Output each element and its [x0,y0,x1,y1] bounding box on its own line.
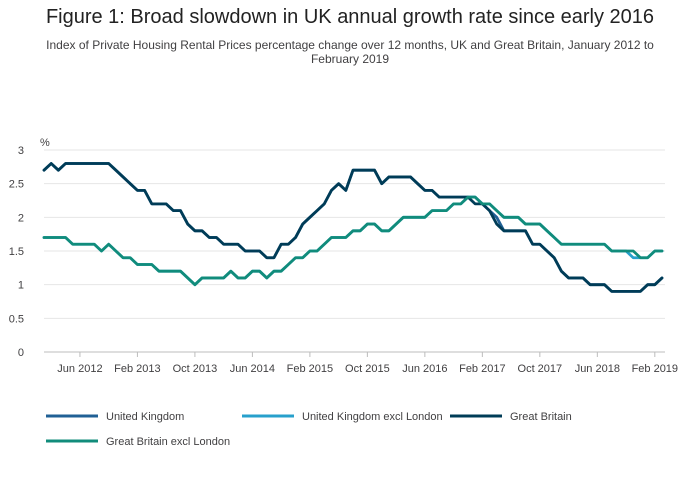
series-line [42,195,664,287]
y-tick-label: 1.5 [9,246,24,258]
chart-title: Figure 1: Broad slowdown in UK annual gr… [45,6,655,28]
y-tick-label: 2.5 [9,179,24,191]
y-axis-unit-label: % [40,137,50,149]
y-tick-label: 0.5 [9,313,24,325]
series-line [42,162,664,293]
chart-subtitle: Index of Private Housing Rental Prices p… [46,38,654,66]
series-line [42,162,664,293]
series-line [42,195,664,287]
x-tick-label: Feb 2017 [459,363,505,375]
x-tick-label: Jun 2012 [57,363,102,375]
series-lines [42,162,664,293]
x-tick-label: Feb 2019 [632,363,678,375]
y-axis: 0 0.5 1 1.5 2 2.5 3 [9,145,24,359]
y-tick-label: 0 [18,347,24,359]
x-tick-label: Jun 2014 [230,363,275,375]
x-tick-label: Jun 2018 [575,363,620,375]
legend-label: Great Britain [510,411,572,423]
x-axis: Jun 2012 Feb 2013 Oct 2013 Jun 2014 Feb 2015… [57,352,678,375]
x-tick-label: Jun 2016 [402,363,447,375]
y-tick-label: 2 [18,212,24,224]
x-tick-label: Oct 2015 [345,363,390,375]
x-tick-label: Oct 2017 [518,363,563,375]
legend-label: United Kingdom [106,411,184,423]
x-tick-label: Oct 2013 [173,363,218,375]
gridlines [44,149,665,353]
legend: United Kingdom United Kingdom excl London… [46,411,572,448]
y-tick-label: 3 [18,145,24,157]
x-tick-label: Feb 2013 [114,363,160,375]
y-tick-label: 1 [18,280,24,292]
legend-label: Great Britain excl London [106,436,230,448]
legend-label: United Kingdom excl London [302,411,443,423]
x-tick-label: Feb 2015 [287,363,333,375]
